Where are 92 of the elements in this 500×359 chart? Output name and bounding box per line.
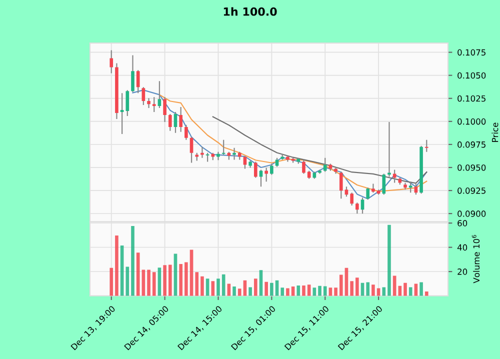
candlestick [388,121,391,178]
bar [126,266,130,296]
bar [270,282,274,296]
bar [179,264,182,296]
candlestick [424,139,428,152]
y-tick-label: 60 [458,220,468,226]
bar [286,288,290,296]
bar [388,224,391,296]
candlestick [360,197,364,214]
bar [184,262,188,296]
candlestick [344,186,348,198]
candlestick [126,90,130,117]
y-tick-label: 0.1075 [458,49,486,56]
candlestick [366,187,370,200]
y-tick-label: 0.0900 [458,210,486,217]
y-tick-label: 0.0975 [458,141,486,148]
candlestick [302,159,306,174]
candlestick [356,202,359,214]
candlestick [110,50,114,74]
chart-title: 1h 100.0 [224,7,277,16]
bar [131,226,134,296]
bar [302,286,306,296]
bar [200,276,204,296]
candlestick [264,167,268,182]
candlestick [152,96,156,113]
candlestick [142,86,146,106]
bar [136,252,140,296]
bar [424,291,428,296]
bar [211,281,215,296]
candlestick [158,80,162,109]
candlestick [222,139,226,156]
bar [334,288,338,296]
y-tick-label: 0.1025 [458,95,486,102]
bar [120,246,124,296]
bar [254,278,258,296]
candlestick [200,146,204,158]
candlestick [270,163,274,176]
y-tick-label: 0.1000 [458,118,486,125]
bar [195,272,199,296]
bar [408,287,412,296]
candlestick [174,111,178,134]
bar [366,282,370,296]
bar [264,282,268,296]
candlestick [168,113,172,132]
bar [350,281,354,296]
bar [296,286,300,296]
bar [318,286,322,296]
candlestick [323,157,327,172]
bar [356,278,359,296]
bar [323,286,327,296]
bar [259,270,263,296]
candlestick [259,169,263,188]
bar [110,268,114,296]
bar [190,250,194,296]
candlestick [254,161,258,178]
candlestick [136,70,140,94]
bar [232,286,236,296]
bar [168,264,172,296]
y-axis-title: Volume 10$^{6}$ [472,234,480,284]
candlestick [184,124,188,140]
bar [382,287,386,296]
candlestick [350,192,354,206]
y-tick-label: 0.1050 [458,72,486,79]
bar [147,270,150,296]
y-tick-label: 0.0950 [458,164,486,171]
bar [420,282,423,296]
bar [238,288,242,296]
bar [339,274,343,296]
bar [152,272,156,296]
bar [158,268,162,296]
y-tick-label: 20 [458,268,468,275]
y-tick-label: 40 [457,244,468,251]
candlestick [179,106,182,132]
candlestick [414,183,418,196]
candlestick [339,171,343,200]
bar [115,236,118,296]
y-tick-label: 0.0925 [458,188,486,194]
bar [174,254,178,296]
bar [248,287,252,296]
candlestick [163,96,166,123]
candlestick [131,54,134,93]
y-axis-title: Price [492,122,498,142]
bar [280,288,284,296]
bar [404,282,407,296]
candlestick [408,181,412,194]
candlestick [232,147,236,160]
candlestick [147,98,150,109]
candlestick [190,136,194,164]
bar [216,278,220,296]
bar [372,284,375,296]
bar [163,265,166,296]
candlestick [382,173,386,196]
